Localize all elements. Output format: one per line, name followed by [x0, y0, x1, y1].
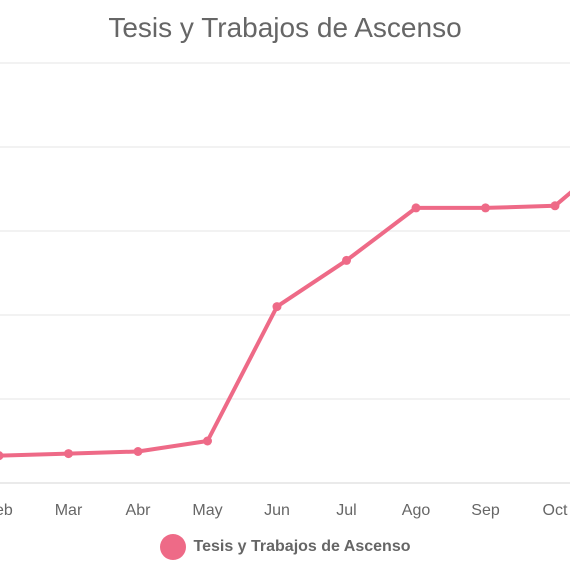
data-point-may[interactable] — [203, 436, 212, 446]
legend[interactable]: Tesis y Trabajos de Ascenso — [0, 534, 570, 560]
data-point-sep[interactable] — [481, 203, 490, 213]
data-point-mar[interactable] — [64, 449, 73, 459]
grid-lines — [0, 62, 570, 484]
x-tick-label: Ago — [402, 502, 431, 519]
x-tick-label: Sep — [471, 502, 500, 519]
data-point-abr[interactable] — [133, 447, 143, 456]
series-line — [0, 190, 570, 458]
data-point-jul[interactable] — [342, 255, 351, 265]
data-point-jun[interactable] — [272, 302, 282, 312]
x-tick-label: Jul — [336, 502, 356, 519]
x-axis: FebMarAbrMayJunJulAgoSepOctNov — [0, 502, 568, 519]
series-layer — [0, 190, 570, 461]
legend-label: Tesis y Trabajos de Ascenso — [193, 538, 411, 555]
x-tick-label: May — [192, 502, 222, 519]
x-tick-label: Jun — [264, 502, 290, 519]
x-tick-label: Feb — [0, 502, 13, 519]
x-tick-label: Abr — [126, 502, 152, 519]
x-tick-label: Oct — [543, 502, 568, 519]
data-point-feb[interactable] — [0, 451, 4, 461]
data-point-oct[interactable] — [550, 201, 560, 211]
data-point-ago[interactable] — [411, 203, 421, 213]
chart-title: Tesis y Trabajos de Ascenso — [108, 12, 462, 43]
legend-swatch — [159, 534, 186, 560]
x-tick-label: Mar — [55, 502, 83, 519]
